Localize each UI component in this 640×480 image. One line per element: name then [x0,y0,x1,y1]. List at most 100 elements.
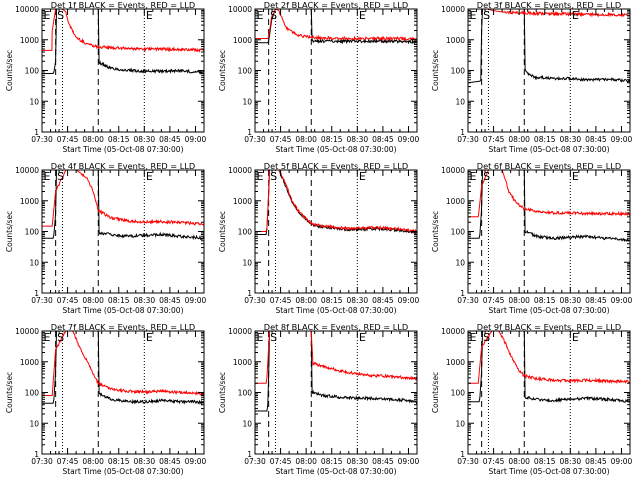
plot-area [255,331,417,454]
y-tick-label: 10 [242,419,252,428]
y-axis-label: Counts/sec [218,372,227,413]
marker-label: E [359,331,366,344]
panel-title: Det 4f BLACK = Events, RED = LLD [51,161,195,171]
x-axis-label: Start Time (05-Oct-08 07:30:00) [275,306,396,315]
y-tick-label: 10 [455,97,465,106]
marker-label: S [57,170,64,183]
y-tick-label: 100 [238,389,253,398]
x-tick-label: 07:30 [31,457,53,466]
plot-area [42,170,204,293]
x-tick-label: 08:30 [347,457,369,466]
y-tick-label: 100 [238,67,253,76]
series-events-line [468,331,630,404]
y-tick-label: 10 [29,419,39,428]
x-tick-label: 07:30 [31,296,53,305]
marker-label: E [359,9,366,22]
series-events-line [42,9,204,75]
y-tick-label: 1 [247,289,252,298]
x-tick-label: 08:00 [508,457,530,466]
x-tick-label: 08:15 [534,296,556,305]
panel-title: Det 8f BLACK = Events, RED = LLD [264,322,408,332]
x-tick-label: 07:30 [457,457,479,466]
x-tick-label: 08:00 [508,296,530,305]
x-tick-label: 08:30 [560,296,582,305]
y-axis-label: Counts/sec [431,50,440,91]
series-events-line [255,9,417,45]
plot-area [255,170,417,293]
y-axis-label: Counts/sec [218,50,227,91]
series-events-line [42,170,204,241]
y-tick-label: 1 [34,128,39,137]
x-tick-label: 07:30 [244,135,266,144]
x-tick-label: 07:30 [244,296,266,305]
y-tick-label: 10 [242,97,252,106]
y-tick-label: 100 [451,389,466,398]
series-lld-line [468,331,630,385]
plot-frame [254,330,418,455]
plot-area [42,9,204,132]
x-tick-label: 07:30 [457,135,479,144]
y-tick-label: 10 [242,258,252,267]
x-tick-label: 09:00 [611,457,633,466]
marker-label: E [44,9,51,22]
x-tick-label: 08:45 [585,296,607,305]
x-axis-label: Start Time (05-Oct-08 07:30:00) [488,306,609,315]
marker-label: E [470,9,477,22]
y-tick-label: 10000 [228,166,252,175]
x-tick-label: 07:30 [457,296,479,305]
x-tick-label: 08:30 [347,296,369,305]
series-lld-line [468,9,630,18]
y-axis-label: Counts/sec [218,211,227,252]
marker-label: E [146,170,153,183]
y-tick-label: 1 [460,289,465,298]
x-tick-label: 08:00 [295,135,317,144]
y-tick-label: 1000 [20,36,39,45]
plot-area [255,9,417,132]
marker-label: E [572,331,579,344]
x-tick-label: 07:45 [270,296,292,305]
x-tick-label: 08:00 [82,296,104,305]
x-tick-label: 07:30 [31,135,53,144]
x-tick-label: 08:30 [134,296,156,305]
x-tick-label: 07:45 [57,135,79,144]
y-tick-label: 10 [29,258,39,267]
x-tick-label: 08:00 [295,296,317,305]
y-tick-label: 10000 [441,5,465,14]
marker-label: E [257,331,264,344]
x-tick-label: 07:30 [244,457,266,466]
marker-label: E [257,170,264,183]
x-tick-label: 08:15 [534,457,556,466]
marker-label: E [257,9,264,22]
x-tick-label: 08:45 [159,135,181,144]
panel-title: Det 5f BLACK = Events, RED = LLD [264,161,408,171]
x-tick-label: 08:45 [372,135,394,144]
x-tick-label: 08:30 [134,457,156,466]
y-axis-label: Counts/sec [5,372,14,413]
x-tick-label: 09:00 [398,135,420,144]
plot-area [468,9,630,132]
x-tick-label: 09:00 [185,457,207,466]
series-events-line [42,331,204,406]
x-tick-label: 08:45 [372,296,394,305]
marker-label: S [270,9,277,22]
x-tick-label: 08:45 [159,296,181,305]
y-tick-label: 1 [460,128,465,137]
series-events-line [468,9,630,84]
y-tick-label: 10000 [15,166,39,175]
x-tick-label: 08:15 [534,135,556,144]
y-tick-label: 100 [25,389,40,398]
x-tick-label: 07:45 [483,296,505,305]
x-axis-label: Start Time (05-Oct-08 07:30:00) [275,145,396,154]
y-tick-label: 1 [34,450,39,459]
x-tick-label: 07:45 [483,135,505,144]
y-tick-label: 100 [25,228,40,237]
plot-frame [254,8,418,133]
series-lld-line [255,331,417,384]
y-tick-label: 1 [247,450,252,459]
marker-label: S [270,170,277,183]
y-tick-label: 1 [247,128,252,137]
x-tick-label: 08:15 [108,135,130,144]
